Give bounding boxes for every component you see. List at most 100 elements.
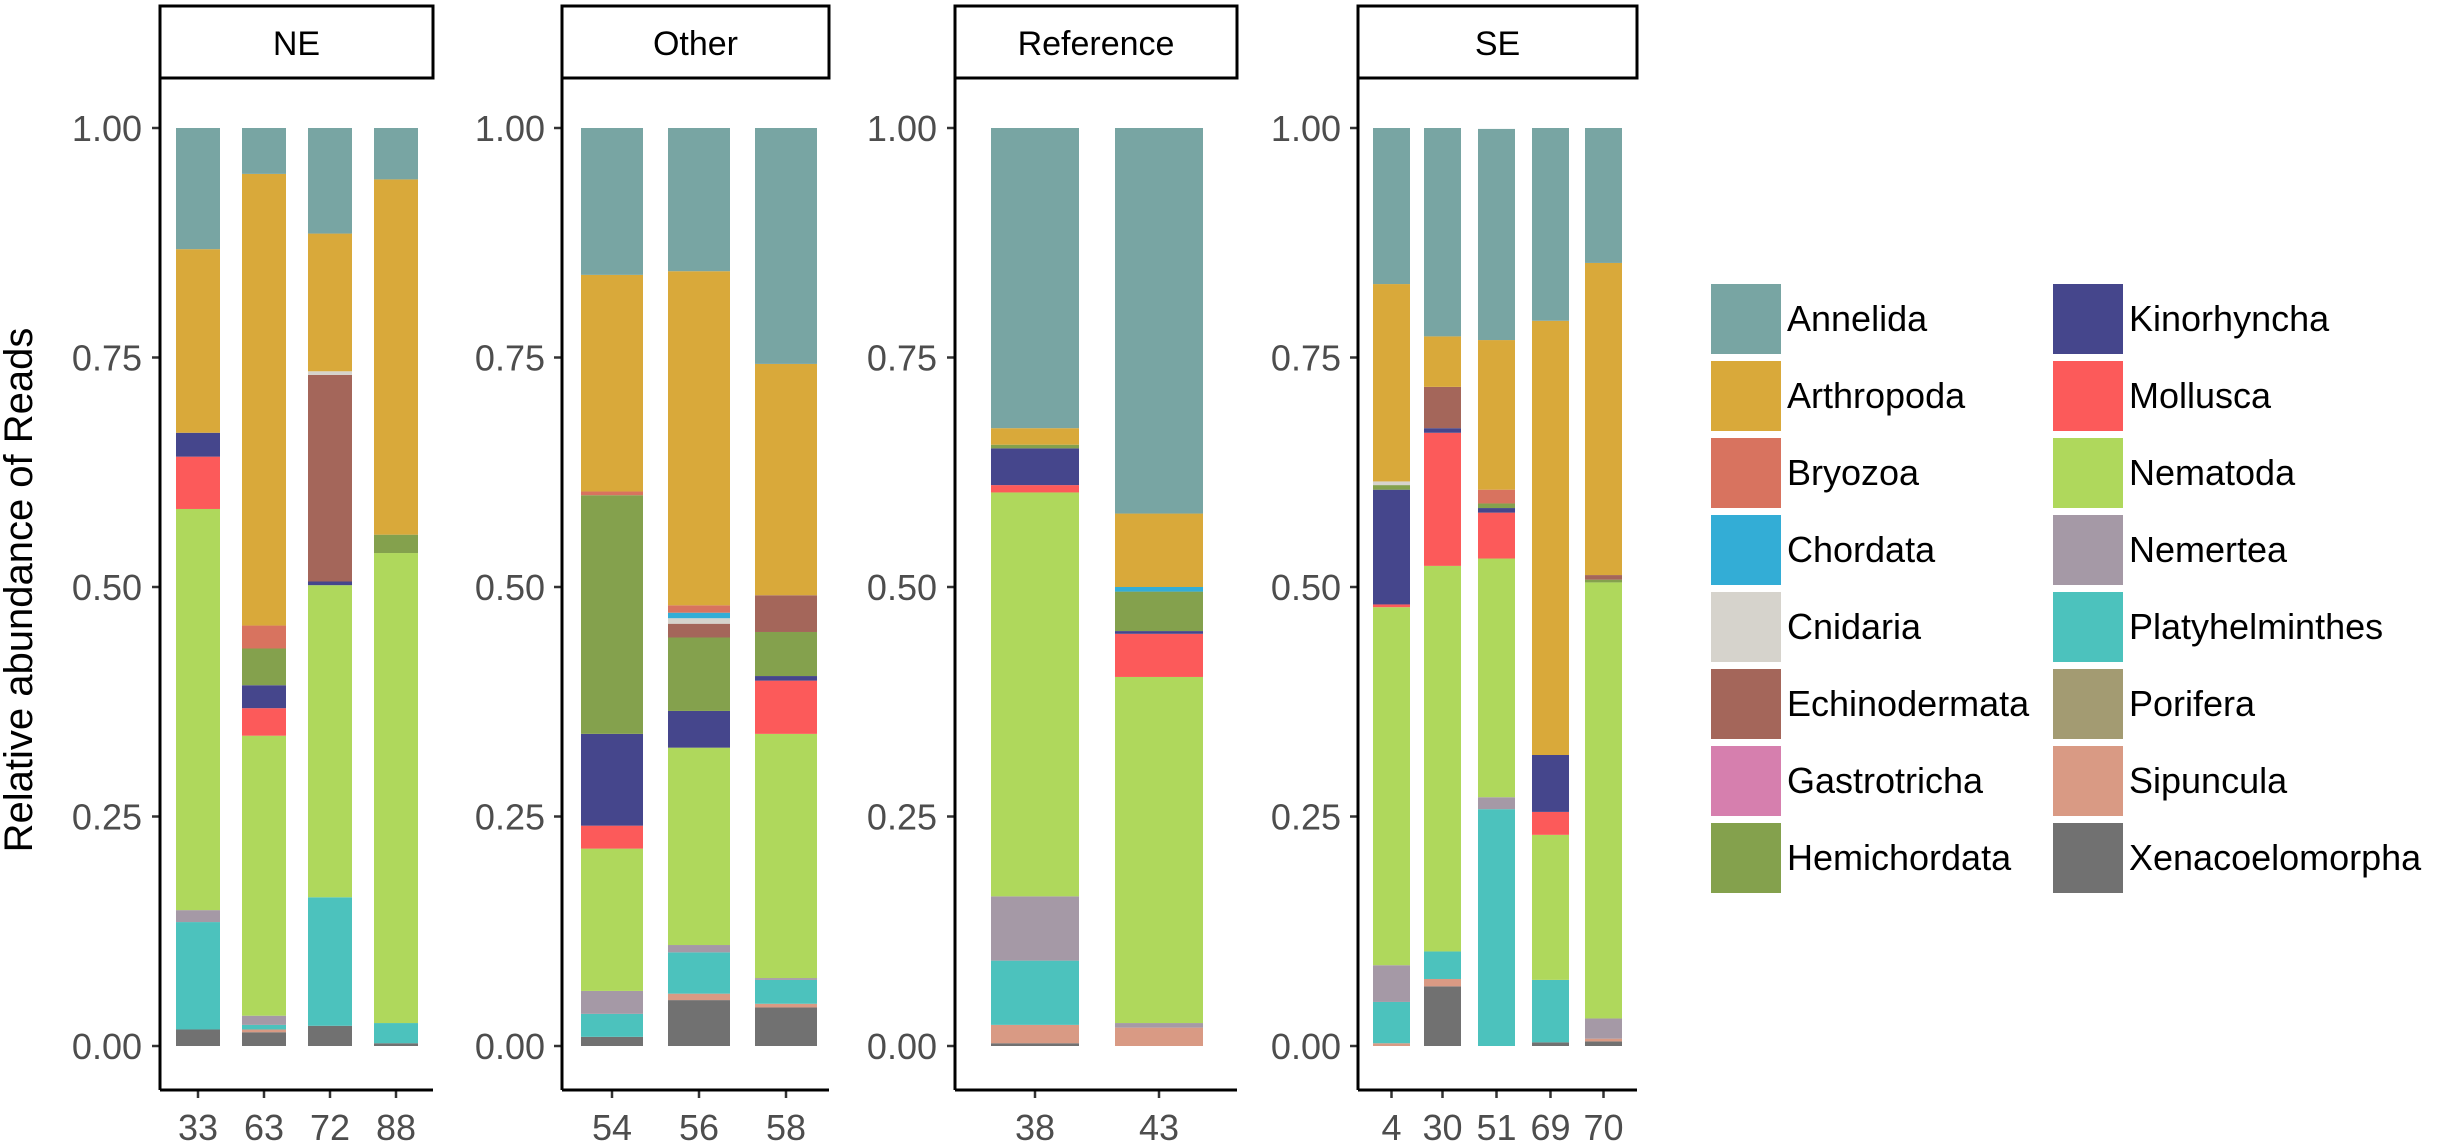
- facet-panel-se: SE 0.00 0.25 0.50 0.75 1.00 4 30 51 69 70: [1271, 4, 1639, 1147]
- bar-segment-platyhelminthes: [581, 1013, 643, 1037]
- bar-segment-arthropoda: [1532, 320, 1569, 755]
- bar-segment-kinorhyncha: [1532, 754, 1569, 812]
- stacked-bar-69: [1532, 128, 1569, 1046]
- bar-segment-kinorhyncha: [176, 432, 220, 457]
- legend-label: Porifera: [2129, 683, 2256, 724]
- bar-segment-xenacoelomorpha: [668, 1000, 730, 1046]
- bar-segment-arthropoda: [1115, 513, 1203, 587]
- bar-segment-xenacoelomorpha: [242, 1032, 286, 1046]
- x-tick-label: 33: [178, 1107, 218, 1147]
- facet-strip: [560, 4, 831, 80]
- facet-strip-label: NE: [273, 25, 320, 63]
- legend-label: Platyhelminthes: [2129, 606, 2383, 647]
- bar-segment-annelida: [1373, 128, 1410, 285]
- bar-segment-annelida: [1532, 128, 1569, 321]
- bar-segment-bryozoa: [1478, 489, 1515, 504]
- legend-item-sipuncula: Sipuncula: [2053, 746, 2288, 816]
- bar-segment-platyhelminthes: [242, 1024, 286, 1030]
- bar-segment-arthropoda: [176, 249, 220, 433]
- bar-segment-arthropoda: [991, 428, 1079, 445]
- bar-segment-nematoda: [755, 733, 817, 979]
- bar-segment-annelida: [1585, 128, 1622, 263]
- bar-segment-hemichordata: [668, 637, 730, 711]
- legend-key: [1711, 284, 1781, 354]
- y-tick-label: 0.75: [1271, 338, 1341, 379]
- y-tick-label: 0.50: [72, 567, 142, 608]
- bar-segment-kinorhyncha: [242, 685, 286, 709]
- stacked-bar-70: [1585, 128, 1622, 1046]
- legend-item-gastrotricha: Gastrotricha: [1711, 746, 1984, 816]
- bar-segment-sipuncula: [1585, 1038, 1622, 1042]
- legend-label: Chordata: [1787, 529, 1936, 570]
- bar-segment-nematoda: [991, 492, 1079, 897]
- bar-segment-mollusca: [242, 708, 286, 736]
- legend-item-nemertea: Nemertea: [2053, 515, 2288, 585]
- facet-strip: [158, 4, 435, 80]
- bar-segment-hemichordata: [991, 444, 1079, 449]
- x-tick-label: 56: [679, 1107, 719, 1147]
- bar-segment-arthropoda: [1585, 262, 1622, 576]
- bar-segment-nemertea: [242, 1015, 286, 1025]
- bar-segment-platyhelminthes: [1478, 809, 1515, 1046]
- bar-segment-chordata: [668, 612, 730, 619]
- bar-segment-hemichordata: [1373, 485, 1410, 490]
- bar-segment-kinorhyncha: [1424, 428, 1461, 433]
- bar-segment-xenacoelomorpha: [308, 1025, 352, 1046]
- legend-key: [2053, 669, 2123, 739]
- legend-item-echinodermata: Echinodermata: [1711, 669, 2030, 739]
- bar-segment-cnidaria: [308, 371, 352, 375]
- bar-segment-mollusca: [1115, 633, 1203, 677]
- legend-label: Cnidaria: [1787, 606, 1922, 647]
- legend-label: Sipuncula: [2129, 760, 2288, 801]
- bar-segment-mollusca: [581, 825, 643, 849]
- y-tick-label: 0.25: [867, 797, 937, 838]
- stacked-bar-4: [1373, 128, 1410, 1046]
- x-tick-label: 51: [1476, 1107, 1516, 1147]
- x-tick-label: 58: [766, 1107, 806, 1147]
- bar-segment-kinorhyncha: [308, 581, 352, 586]
- facet-strip: [953, 4, 1239, 80]
- bar-segment-nemertea: [668, 945, 730, 953]
- legend-label: Xenacoelomorpha: [2129, 837, 2422, 878]
- x-tick-label: 43: [1139, 1107, 1179, 1147]
- bar-segment-arthropoda: [374, 179, 418, 535]
- legend-label: Mollusca: [2129, 375, 2272, 416]
- legend-key: [1711, 669, 1781, 739]
- facet-strip-label: Other: [653, 25, 738, 63]
- bar-segment-hemichordata: [1478, 503, 1515, 509]
- legend-key: [2053, 361, 2123, 431]
- stacked-bar-38: [991, 128, 1079, 1046]
- bar-segment-mollusca: [755, 680, 817, 734]
- y-tick-label: 0.00: [867, 1026, 937, 1067]
- bar-segment-sipuncula: [242, 1029, 286, 1033]
- bar-segment-cnidaria: [1373, 481, 1410, 486]
- legend-item-xenacoelomorpha: Xenacoelomorpha: [2053, 823, 2422, 893]
- legend-item-hemichordata: Hemichordata: [1711, 823, 2012, 893]
- bar-segment-sipuncula: [991, 1024, 1079, 1044]
- bar-segment-echinodermata: [755, 595, 817, 632]
- bar-segment-kinorhyncha: [1478, 508, 1515, 513]
- bar-segment-kinorhyncha: [581, 733, 643, 826]
- legend-key: [2053, 515, 2123, 585]
- bar-segment-annelida: [374, 128, 418, 180]
- stacked-bar-72: [308, 128, 352, 1046]
- stacked-bar-63: [242, 128, 286, 1046]
- bar-segment-kinorhyncha: [755, 676, 817, 681]
- y-tick-label: 0.50: [475, 567, 545, 608]
- y-tick-label: 0.00: [72, 1026, 142, 1067]
- legend-key: [1711, 592, 1781, 662]
- legend-key: [2053, 438, 2123, 508]
- bar-segment-annelida: [581, 128, 643, 275]
- bar-segment-hemichordata: [242, 648, 286, 686]
- bar-segment-hemichordata: [1585, 579, 1622, 583]
- bar-segment-nemertea: [176, 910, 220, 923]
- bar-segment-annelida: [755, 128, 817, 364]
- y-tick-label: 0.50: [1271, 567, 1341, 608]
- legend-item-cnidaria: Cnidaria: [1711, 592, 1922, 662]
- bar-segment-mollusca: [1532, 811, 1569, 835]
- y-tick-label: 0.75: [72, 338, 142, 379]
- y-tick-label: 0.25: [1271, 797, 1341, 838]
- legend-key: [1711, 515, 1781, 585]
- bar-segment-nematoda: [668, 747, 730, 946]
- y-tick-label: 0.00: [475, 1026, 545, 1067]
